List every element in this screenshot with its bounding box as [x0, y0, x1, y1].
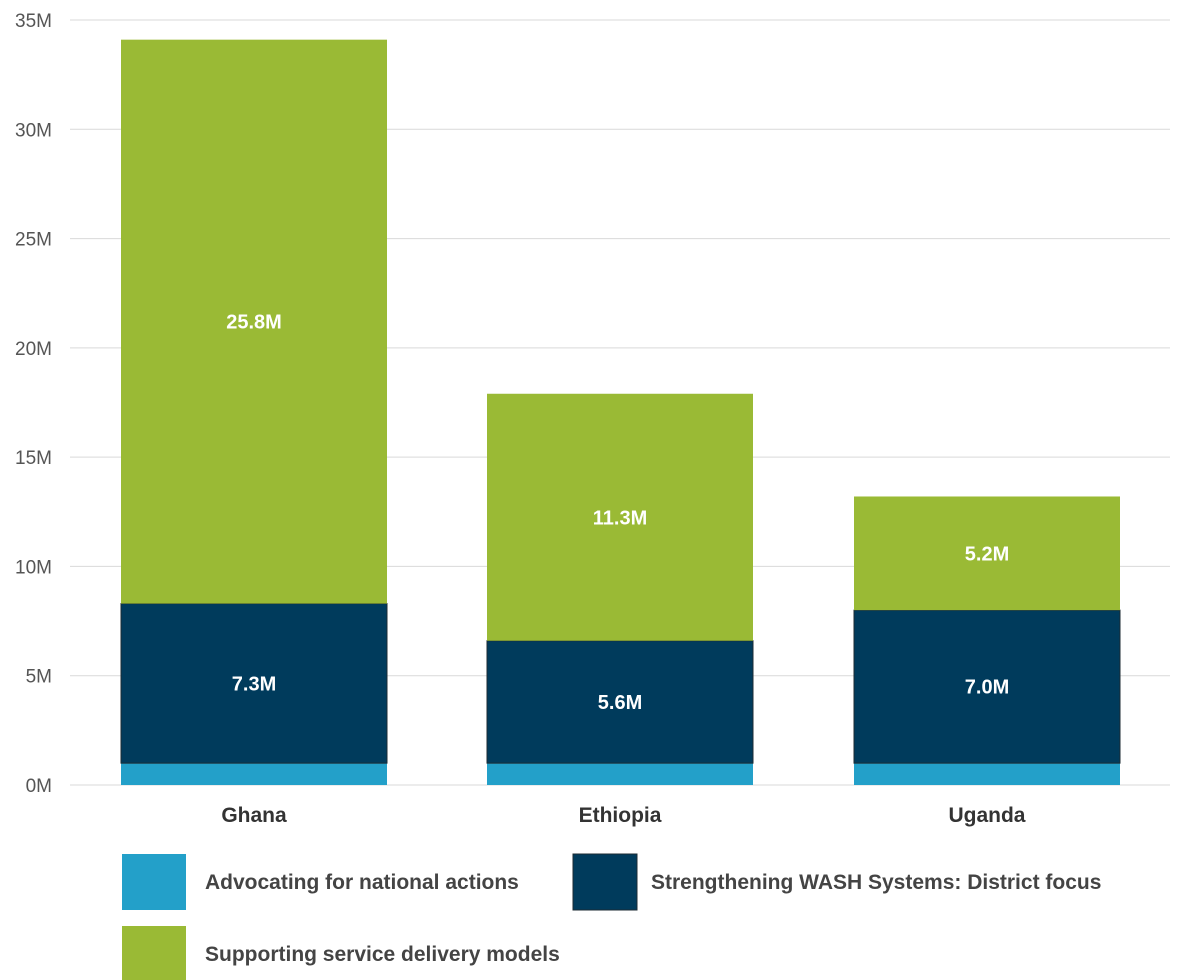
y-tick-label: 0M: [26, 776, 52, 797]
y-axis-ticks: 0M 5M 10M 15M 20M 25M 30M 35M: [15, 11, 52, 797]
bar-segment: [853, 609, 1121, 764]
y-tick-label: 25M: [15, 230, 52, 251]
bars: [120, 39, 1121, 785]
category-labels: Ghana Ethiopia Uganda: [221, 804, 1025, 827]
y-tick-label: 5M: [26, 667, 52, 688]
data-label: 25.8M: [226, 312, 282, 334]
legend: Advocating for national actions Strengthe…: [122, 853, 1101, 980]
data-labels: 7.3M 25.8M 5.6M 11.3M 7.0M 5.2M: [226, 312, 1009, 714]
bar-segment: [854, 763, 1120, 785]
bar-segment: [121, 763, 387, 785]
bar-segment: [487, 763, 753, 785]
data-label: 11.3M: [593, 507, 647, 529]
y-tick-label: 15M: [15, 448, 52, 469]
y-tick-label: 10M: [15, 557, 52, 578]
category-label: Ethiopia: [579, 804, 662, 827]
bar-segment: [487, 393, 753, 641]
legend-swatch: [572, 853, 638, 911]
data-label: 5.6M: [598, 692, 642, 714]
bar-segment: [120, 603, 388, 764]
data-label: 7.3M: [232, 673, 276, 695]
category-label: Ghana: [221, 804, 287, 827]
y-tick-label: 20M: [15, 339, 52, 360]
data-label: 5.2M: [965, 543, 1009, 565]
data-label: 7.0M: [965, 677, 1009, 699]
bar-segment: [121, 39, 387, 604]
legend-swatch: [122, 854, 186, 910]
bar-segment: [854, 496, 1120, 611]
legend-label: Supporting service delivery models: [205, 943, 560, 966]
y-tick-label: 35M: [15, 11, 52, 32]
y-tick-label: 30M: [15, 120, 52, 141]
category-label: Uganda: [948, 804, 1025, 827]
bar-segment: [486, 640, 754, 764]
legend-label: Strengthening WASH Systems: District foc…: [651, 871, 1101, 894]
legend-label: Advocating for national actions: [205, 871, 519, 894]
legend-swatch: [122, 926, 186, 980]
